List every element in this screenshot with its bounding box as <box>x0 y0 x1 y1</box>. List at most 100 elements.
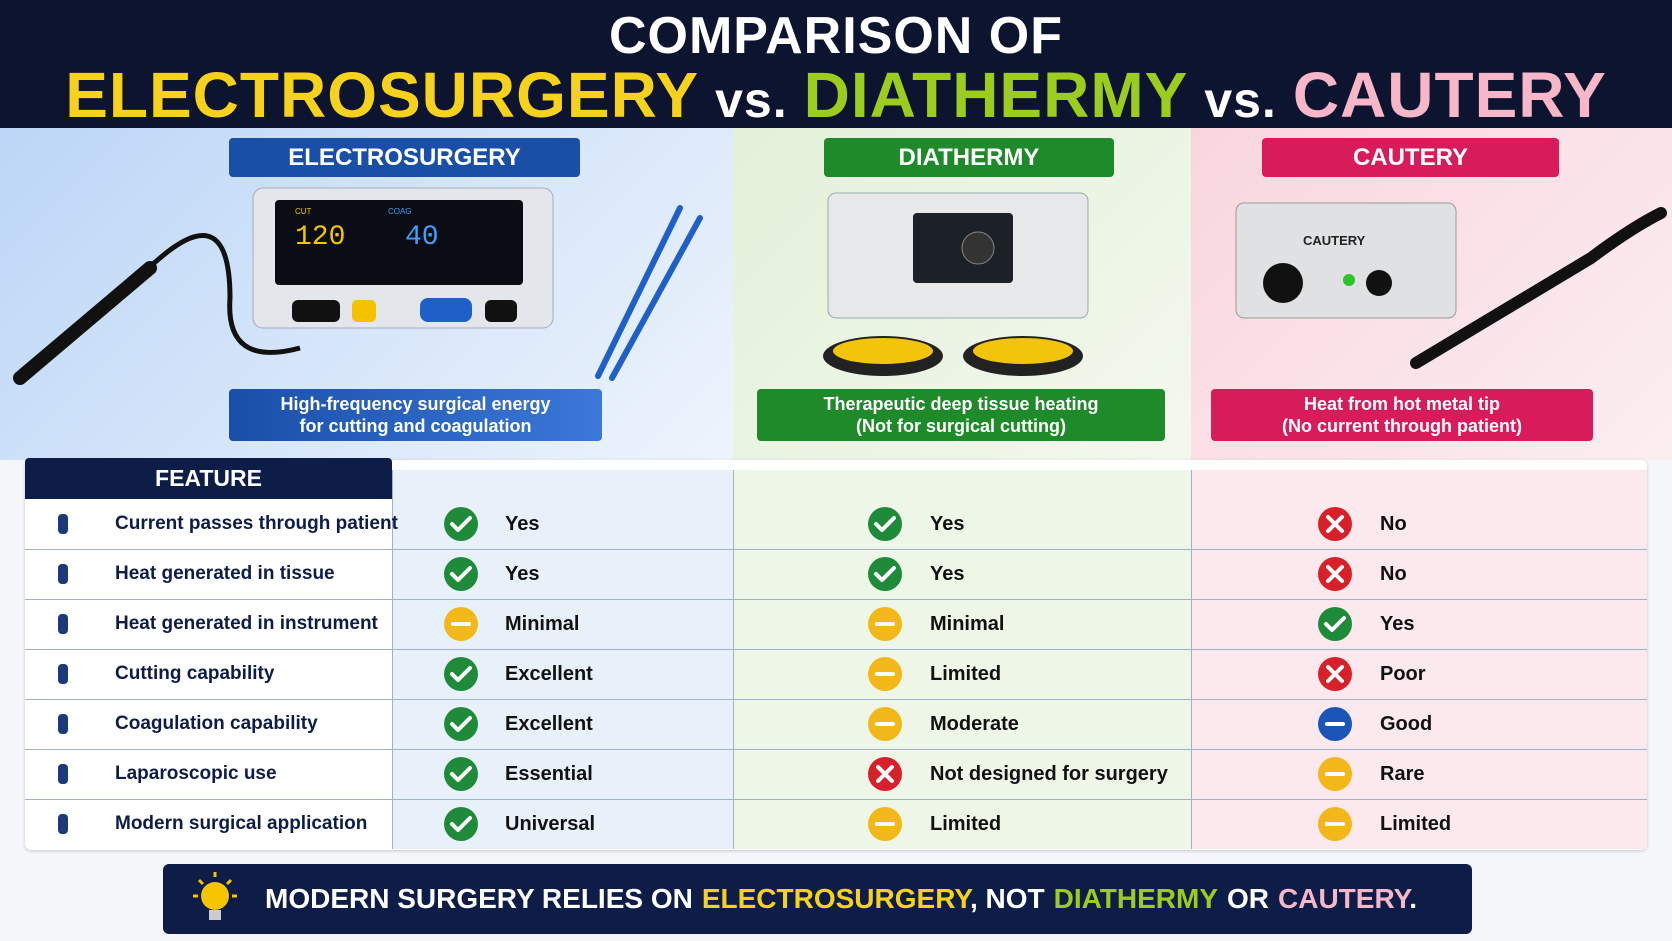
title-part: vs. <box>715 72 788 128</box>
status-dash <box>868 807 902 841</box>
port <box>485 300 517 322</box>
feature-header: FEATURE <box>25 458 392 499</box>
status-icon <box>867 606 903 642</box>
device-body <box>1235 202 1457 319</box>
cell-text: Universal <box>505 813 596 835</box>
status-dash <box>1318 757 1352 791</box>
status-icon <box>443 606 479 642</box>
footer-part: ELECTROSURGERY <box>701 883 970 914</box>
device-label: CUT <box>295 207 312 216</box>
status-cross <box>868 757 902 791</box>
feature-icon <box>50 510 76 538</box>
device-illustration: CAUTERY <box>1235 202 1667 369</box>
row-line <box>25 699 1647 700</box>
pencil <box>13 261 157 385</box>
device-label: 40 <box>405 222 439 253</box>
footer-part: CAUTERY <box>1278 883 1410 914</box>
column-bg <box>1191 470 1647 849</box>
row-line <box>25 549 1647 550</box>
cell-text: Excellent <box>505 663 593 685</box>
icon-shape <box>58 764 68 784</box>
status-icon <box>443 506 479 542</box>
port <box>352 300 376 322</box>
status-icon <box>867 756 903 792</box>
footer-part: MODERN SURGERY RELIES ON <box>265 883 693 914</box>
cell-text: Limited <box>930 813 1002 835</box>
feature-icon <box>50 560 76 588</box>
status-icon <box>1317 806 1353 842</box>
feature-icon <box>50 810 76 838</box>
cell-text: Yes <box>505 563 540 585</box>
icon-shape <box>58 814 68 834</box>
cell-text: No <box>1380 563 1407 585</box>
device-label: COAG <box>388 207 412 216</box>
footer-part: , NOT <box>969 883 1045 914</box>
cell-text: Yes <box>505 513 540 535</box>
row-line <box>25 649 1647 650</box>
device-screen <box>275 200 523 285</box>
status-dash <box>868 607 902 641</box>
feature-icon <box>50 760 76 788</box>
status-dash <box>868 707 902 741</box>
row-line <box>25 799 1647 800</box>
feature-text: Cutting capability <box>115 663 275 684</box>
description-line: (Not for surgical cutting) <box>856 416 1066 436</box>
description-line: Therapeutic deep tissue heating <box>823 394 1099 414</box>
status-icon <box>1317 756 1353 792</box>
light <box>1343 274 1355 286</box>
cell-text: Limited <box>930 663 1002 685</box>
row-line <box>25 749 1647 750</box>
cell-text: Excellent <box>505 713 593 735</box>
description-line: Heat from hot metal tip <box>1303 394 1500 414</box>
cell-text: Moderate <box>930 713 1019 735</box>
footer-part: OR <box>1227 883 1269 914</box>
status-icon <box>443 806 479 842</box>
column-divider <box>392 470 393 849</box>
panel-badge: CAUTERY <box>1262 138 1559 177</box>
cell-text: Yes <box>930 563 965 585</box>
status-cross <box>1318 507 1352 541</box>
status-check <box>1318 607 1352 641</box>
status-cross <box>1318 657 1352 691</box>
column-divider <box>733 470 734 849</box>
status-check <box>444 557 478 591</box>
status-check <box>444 707 478 741</box>
status-icon <box>867 706 903 742</box>
status-cross <box>1318 557 1352 591</box>
pad <box>973 338 1073 364</box>
status-check <box>444 807 478 841</box>
status-icon <box>1317 606 1353 642</box>
knob <box>961 231 995 265</box>
feature-text: Coagulation capability <box>115 713 318 734</box>
feature-icon <box>50 660 76 688</box>
status-check <box>444 657 478 691</box>
status-icon <box>1317 706 1353 742</box>
bulb-icon <box>193 872 237 920</box>
footer: MODERN SURGERY RELIES ON ELECTROSURGERY, … <box>163 864 1472 934</box>
forceps <box>595 205 703 381</box>
cable <box>28 233 301 370</box>
title-part: CAUTERY <box>1292 59 1607 131</box>
footer-text: MODERN SURGERY RELIES ON ELECTROSURGERY, … <box>265 864 1417 934</box>
knob <box>1263 263 1303 303</box>
status-icon <box>443 706 479 742</box>
status-dash <box>868 657 902 691</box>
description-line: High-frequency surgical energy <box>280 394 551 414</box>
footer-part: . <box>1409 883 1417 914</box>
panel-description: Therapeutic deep tissue heating (Not for … <box>757 389 1165 441</box>
status-icon <box>867 506 903 542</box>
icon-shape <box>58 714 68 734</box>
panel-description: Heat from hot metal tip (No current throu… <box>1211 389 1593 441</box>
cell-text: Minimal <box>930 613 1005 635</box>
status-icon <box>443 556 479 592</box>
device-label: 120 <box>295 222 345 253</box>
cell-text: Rare <box>1380 763 1425 785</box>
status-dash <box>1318 807 1352 841</box>
cell-text: Not designed for surgery <box>930 763 1168 785</box>
cell-text: Limited <box>1380 813 1452 835</box>
status-icon <box>1317 656 1353 692</box>
icon-shape <box>58 564 68 584</box>
icon-shape <box>58 514 68 534</box>
row-line <box>25 599 1647 600</box>
